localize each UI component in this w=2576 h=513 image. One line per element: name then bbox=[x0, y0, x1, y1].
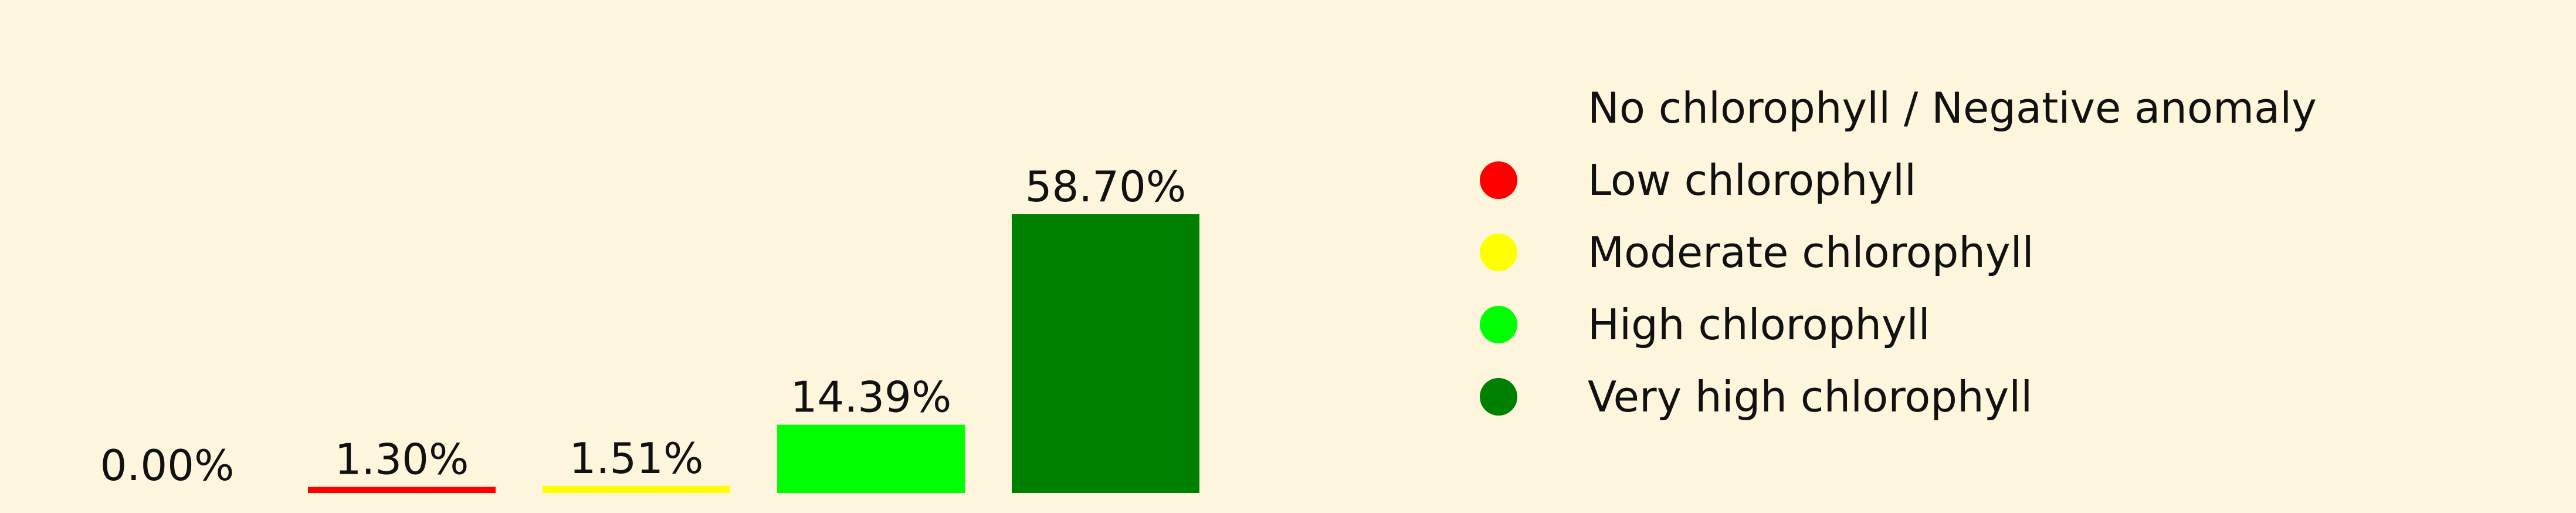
legend-item-2: Low chlorophyll bbox=[1480, 156, 1916, 205]
bar-3 bbox=[543, 485, 730, 493]
bar-labels-group: 0.00% 1.30% 1.51% 14.39% 58.70% bbox=[100, 162, 1187, 490]
legend-label-3: Moderate chlorophyll bbox=[1588, 228, 2034, 277]
bar-value-label-3: 1.51% bbox=[570, 434, 704, 483]
bar-value-label-1: 0.00% bbox=[100, 441, 235, 490]
legend-label-2: Low chlorophyll bbox=[1588, 156, 1916, 205]
bar-value-label-5: 58.70% bbox=[1025, 162, 1187, 211]
bars-group bbox=[308, 214, 1199, 493]
legend-marker-1 bbox=[1480, 89, 1517, 127]
legend-item-3: Moderate chlorophyll bbox=[1480, 228, 2034, 277]
legend-item-1: No chlorophyll / Negative anomaly bbox=[1480, 83, 2317, 133]
legend-marker-4 bbox=[1480, 306, 1517, 343]
legend-marker-5 bbox=[1480, 378, 1517, 416]
bar-value-label-4: 14.39% bbox=[791, 373, 952, 422]
legend-item-5: Very high chlorophyll bbox=[1480, 372, 2032, 421]
legend-label-5: Very high chlorophyll bbox=[1588, 372, 2032, 421]
legend-label-4: High chlorophyll bbox=[1588, 300, 1930, 349]
bar-4 bbox=[777, 424, 965, 493]
bar-value-label-2: 1.30% bbox=[335, 434, 469, 484]
legend-label-1: No chlorophyll / Negative anomaly bbox=[1588, 83, 2317, 133]
legend-marker-2 bbox=[1480, 161, 1517, 199]
legend-item-4: High chlorophyll bbox=[1480, 300, 1930, 349]
legend-marker-3 bbox=[1480, 234, 1517, 271]
bar-2 bbox=[308, 487, 496, 493]
legend: No chlorophyll / Negative anomaly Low chl… bbox=[1480, 83, 2317, 421]
bar-5 bbox=[1012, 214, 1199, 493]
